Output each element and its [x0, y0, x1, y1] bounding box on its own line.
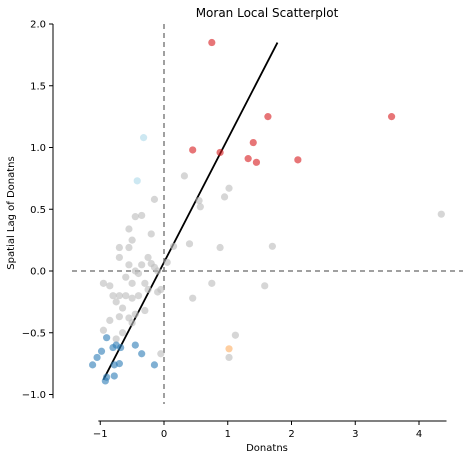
point-high-high [208, 39, 215, 46]
point-not-significant [141, 280, 148, 287]
point-not-significant [181, 172, 188, 179]
y-tick-label: 0.5 [30, 205, 46, 216]
point-low-low [151, 361, 158, 368]
point-low-low [93, 354, 100, 361]
point-not-significant [129, 280, 136, 287]
point-high-high [250, 139, 257, 146]
point-not-significant [221, 193, 228, 200]
point-not-significant [132, 311, 139, 318]
x-axis-label: Donatns [246, 443, 288, 454]
point-not-significant [109, 292, 116, 299]
point-not-significant [106, 282, 113, 289]
point-not-significant [119, 329, 126, 336]
point-high-high [217, 149, 224, 156]
point-not-significant [261, 282, 268, 289]
point-not-significant [225, 185, 232, 192]
point-not-significant [125, 261, 132, 268]
point-not-significant [129, 237, 136, 244]
point-not-significant [157, 286, 164, 293]
point-not-significant [122, 274, 129, 281]
point-not-significant [116, 292, 123, 299]
point-not-significant [170, 243, 177, 250]
point-not-significant [141, 307, 148, 314]
reference-lines [72, 24, 463, 404]
regression-fit-line [103, 43, 277, 380]
point-not-significant [125, 225, 132, 232]
y-tick-label: 1.5 [30, 81, 46, 92]
point-not-significant [138, 261, 145, 268]
point-not-significant [186, 240, 193, 247]
point-low-low [98, 348, 105, 355]
point-not-significant [438, 211, 445, 218]
point-high-low [225, 345, 232, 352]
x-tick-label: −1 [93, 429, 108, 440]
point-low-low [138, 350, 145, 357]
x-tick-label: 2 [288, 429, 294, 440]
point-not-significant [135, 292, 142, 299]
point-low-low [103, 334, 110, 341]
point-not-significant [129, 295, 136, 302]
x-tick-label: 0 [161, 429, 167, 440]
point-high-high [264, 113, 271, 120]
point-not-significant [132, 213, 139, 220]
point-low-low [117, 344, 124, 351]
y-tick-label: 2.0 [30, 20, 46, 31]
x-axis-ticks: −1 0 1 2 3 4 [93, 421, 422, 440]
point-not-significant [269, 243, 276, 250]
point-low-low [111, 372, 118, 379]
point-low-low [103, 374, 110, 381]
point-not-significant [106, 317, 113, 324]
point-not-significant [151, 196, 158, 203]
y-tick-label: −1.0 [22, 390, 46, 401]
point-not-significant [135, 270, 142, 277]
point-not-significant [129, 319, 136, 326]
point-not-significant [116, 244, 123, 251]
point-high-high [388, 113, 395, 120]
point-not-significant [217, 244, 224, 251]
point-not-significant [138, 212, 145, 219]
point-high-high [245, 155, 252, 162]
point-not-significant [154, 267, 161, 274]
y-axis-ticks: −1.0 −0.5 0.0 0.5 1.0 1.5 2.0 [22, 20, 53, 402]
point-not-significant [125, 244, 132, 251]
point-not-significant [122, 292, 129, 299]
point-not-significant [189, 295, 196, 302]
point-not-significant [100, 280, 107, 287]
point-not-significant [195, 197, 202, 204]
point-low-high [140, 134, 147, 141]
chart-title: Moran Local Scatterplot [196, 6, 339, 20]
point-not-significant [144, 286, 151, 293]
data-points [89, 39, 445, 385]
point-not-significant [116, 254, 123, 261]
y-tick-label: 1.0 [30, 143, 46, 154]
x-tick-label: 3 [352, 429, 358, 440]
x-tick-label: 1 [225, 429, 231, 440]
point-low-low [132, 342, 139, 349]
y-tick-label: −0.5 [22, 328, 46, 339]
y-axis-label: Spatial Lag of Donatns [6, 156, 17, 269]
point-not-significant [208, 280, 215, 287]
point-low-high [134, 177, 141, 184]
point-low-low [116, 360, 123, 367]
point-not-significant [225, 354, 232, 361]
point-not-significant [144, 254, 151, 261]
point-not-significant [119, 304, 126, 311]
point-not-significant [116, 313, 123, 320]
point-not-significant [164, 259, 171, 266]
y-tick-label: 0.0 [30, 267, 46, 278]
point-not-significant [157, 350, 164, 357]
point-not-significant [232, 332, 239, 339]
fit-line-group [103, 43, 277, 380]
point-high-high [189, 146, 196, 153]
point-not-significant [148, 230, 155, 237]
x-tick-label: 4 [416, 429, 422, 440]
point-not-significant [100, 327, 107, 334]
point-not-significant [113, 298, 120, 305]
point-high-high [294, 156, 301, 163]
point-not-significant [113, 335, 120, 342]
point-high-high [253, 159, 260, 166]
point-not-significant [197, 203, 204, 210]
point-low-low [89, 361, 96, 368]
